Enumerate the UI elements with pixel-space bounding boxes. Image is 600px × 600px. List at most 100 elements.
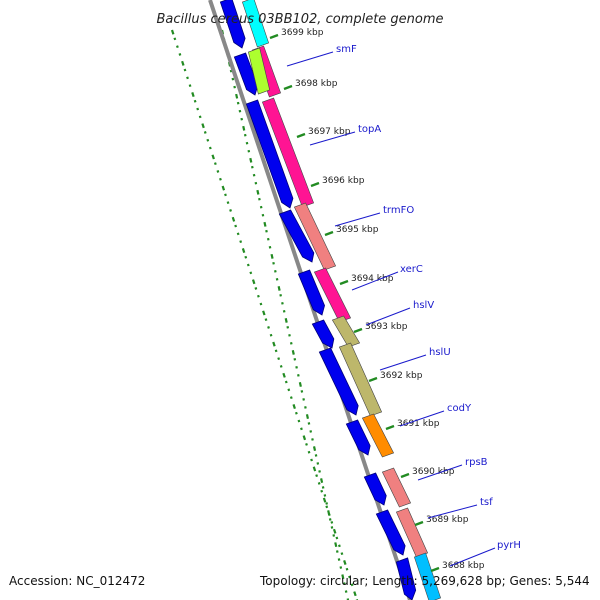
gc-dot [269, 333, 273, 337]
gene-leader-line [334, 212, 381, 227]
kbp-tick-label: 3690 kbp [412, 467, 455, 477]
gc-dot [300, 427, 303, 431]
forward-cds-arrow [363, 472, 387, 506]
gc-dot [203, 131, 207, 134]
gc-dot [236, 232, 240, 236]
gene-label: topA [358, 124, 381, 135]
gc-dot [353, 591, 357, 597]
gc-dot [334, 542, 338, 548]
cog-cds-block [261, 97, 315, 208]
forward-cds-arrow [375, 509, 406, 556]
kbp-tick-mark [400, 472, 410, 479]
kbp-tick-label: 3698 kbp [295, 79, 338, 89]
gc-dot [219, 177, 222, 181]
gc-dot [291, 350, 295, 355]
gc-dot [302, 435, 307, 441]
gc-dot [196, 107, 200, 111]
gene-leader-line [399, 410, 445, 427]
gc-dot [263, 221, 267, 227]
gene-leader-line [309, 131, 356, 146]
cog-cds-block [313, 267, 352, 323]
gc-dot [242, 125, 246, 131]
gc-dot [312, 466, 317, 472]
cog-cds-block [413, 552, 442, 600]
cog-cds-block [395, 507, 429, 558]
cog-cds-block [361, 413, 395, 458]
forward-cds-arrow [345, 419, 371, 456]
gc-dot [305, 414, 310, 419]
gc-dot [350, 583, 354, 587]
gc-dot [348, 575, 351, 579]
gc-dot [284, 318, 288, 323]
gc-dot [307, 450, 311, 454]
gc-dot [332, 528, 337, 534]
gc-dot [234, 224, 238, 228]
gc-dot [213, 162, 217, 166]
gc-dot [188, 84, 192, 88]
gc-dot [320, 478, 324, 484]
gene-label: codY [447, 403, 472, 414]
gc-dot [343, 560, 347, 565]
gc-dot [274, 349, 278, 353]
gc-dot [270, 253, 274, 259]
gc-dot [262, 310, 266, 316]
gc-dot [341, 574, 345, 580]
gc-dot [287, 388, 291, 392]
gene-labels: smF topA trmFO xerC hslV hslU codY rpsB tsf pyrH [286, 44, 521, 567]
gc-dot [298, 382, 302, 387]
kbp-tick-label: 3695 kbp [336, 225, 379, 235]
kbp-tick-label: 3689 kbp [426, 515, 469, 525]
kbp-tick-mark [324, 230, 334, 237]
kbp-tick-mark [339, 279, 349, 286]
gene-label: tsf [480, 497, 493, 508]
gc-dot [256, 189, 260, 195]
gc-dot [251, 279, 256, 285]
gc-dot [277, 285, 281, 291]
gc-dot [340, 552, 344, 555]
genome-summary: Topology: circular; Length: 5,269,628 bp… [260, 574, 590, 588]
gc-dot [282, 372, 286, 378]
gene-label: rpsB [465, 457, 488, 468]
cog-cds-block [248, 47, 270, 95]
gc-dot [208, 146, 212, 150]
gc-dot [235, 93, 239, 99]
gc-dot [231, 216, 236, 222]
gc-dot [249, 271, 253, 275]
gc-dot [193, 99, 197, 103]
forward-cds-arrow [219, 0, 246, 49]
gene-label: smF [336, 44, 357, 55]
kbp-tick-label: 3693 kbp [365, 322, 408, 332]
gc-dot [246, 263, 250, 267]
gene-label: hslU [429, 347, 451, 358]
kbp-tick-mark [414, 520, 424, 527]
gc-dot [289, 396, 293, 400]
forward-cds-arrow [297, 269, 325, 316]
gc-dot [310, 458, 313, 462]
forward-cds-arrow [278, 209, 315, 263]
kbp-tick-mark [310, 181, 320, 188]
gc-dot [325, 505, 329, 509]
gc-dot [216, 170, 220, 173]
cog-cds-block [338, 342, 383, 417]
gc-dot [178, 53, 182, 56]
gc-dot [327, 510, 331, 516]
kbp-ticks: 3699 kbp 3698 kbp 3697 kbp 3696 kbp 3695 kbp… [269, 28, 485, 573]
gc-dot [338, 544, 341, 548]
gene-leader-line [351, 271, 399, 291]
gc-dot [264, 318, 268, 322]
kbp-tick-mark [385, 424, 395, 431]
kbp-tick-label: 3692 kbp [380, 371, 423, 381]
forward-cds-arrow [395, 557, 417, 600]
gc-dot [244, 255, 248, 259]
kbp-tick-mark [283, 84, 293, 91]
gc-dot [335, 536, 339, 540]
gene-leader-line [286, 51, 334, 67]
kbp-tick-mark [269, 33, 279, 40]
gc-dot [322, 497, 327, 503]
gene-label: trmFO [383, 205, 414, 216]
gc-dot [206, 138, 210, 142]
gc-dot [181, 60, 185, 66]
gc-dot [294, 411, 298, 415]
kbp-tick-label: 3699 kbp [281, 28, 324, 38]
